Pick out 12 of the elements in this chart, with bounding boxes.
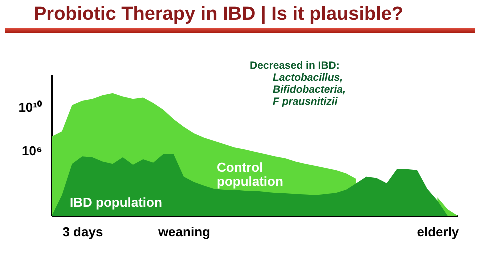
annotation: Lactobacillus, [273,72,344,84]
x-tick-label: elderly [417,224,460,240]
annotation: Bifidobacteria, [273,84,346,96]
x-tick-label: weaning [157,224,211,240]
text: Decreased in IBD: [250,60,340,72]
annotation: F prausnitizii [273,96,339,108]
series-label: IBD population [70,195,162,210]
y-tick-label: 10⁶ [22,143,43,158]
chart-title: Probiotic Therapy in IBD | Is it plausible? [34,4,404,26]
y-tick-label: 10¹⁰ [18,100,42,116]
series-label: Control population [217,160,284,189]
x-tick-label: 3 days [62,224,104,240]
